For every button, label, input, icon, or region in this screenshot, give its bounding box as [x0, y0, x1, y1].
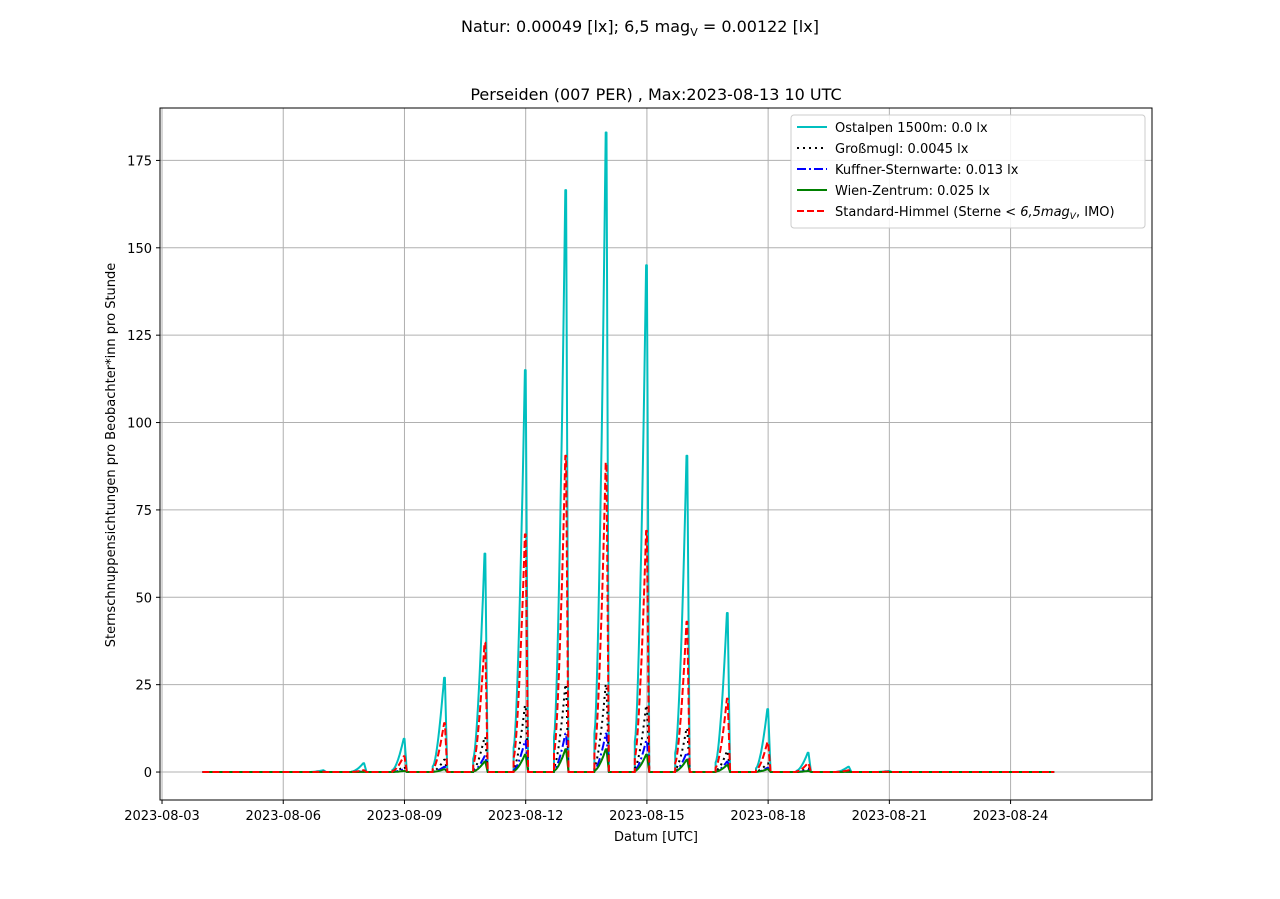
y-tick-label: 25: [135, 679, 152, 694]
y-tick-label: 100: [127, 417, 152, 432]
legend-label-1: Großmugl: 0.0045 lx: [835, 142, 969, 157]
x-tick-label: 2023-08-09: [367, 809, 443, 824]
y-axis: 0 25 50 75 100 125 150 175: [127, 154, 160, 781]
legend-label-0: Ostalpen 1500m: 0.0 lx: [835, 121, 988, 136]
x-tick-label: 2023-08-24: [973, 809, 1049, 824]
x-axis: 2023-08-03 2023-08-06 2023-08-09 2023-08-12…: [124, 800, 1048, 824]
x-axis-label: Datum [UTC]: [614, 830, 698, 845]
plot-frame: [159, 107, 1153, 801]
y-tick-label: 75: [135, 504, 152, 519]
y-tick-label: 175: [127, 154, 152, 169]
y-tick-label: 0: [144, 766, 152, 781]
x-tick-label: 2023-08-06: [245, 809, 321, 824]
figure-suptitle: Natur: 0.00049 [lx]; 6,5 magV = 0.00122 …: [461, 17, 819, 39]
y-tick-label: 125: [127, 329, 152, 344]
series-line-1: [202, 683, 1055, 773]
legend-label-3: Wien-Zentrum: 0.025 lx: [835, 184, 990, 199]
x-tick-label: 2023-08-03: [124, 809, 200, 824]
y-tick-label: 50: [135, 591, 152, 606]
series-lines: [202, 131, 1055, 773]
legend-box: [790, 114, 1146, 229]
x-tick-label: 2023-08-12: [488, 809, 564, 824]
x-tick-label: 2023-08-18: [730, 809, 806, 824]
series-line-4: [202, 454, 1055, 773]
y-tick-label: 150: [127, 242, 152, 257]
x-tick-label: 2023-08-15: [609, 809, 685, 824]
legend-label-4: Standard-Himmel (Sterne < 6,5magV, IMO): [835, 205, 1115, 222]
legend: Ostalpen 1500m: 0.0 lx Großmugl: 0.0045 l…: [790, 114, 1146, 229]
series-line-3: [202, 748, 1055, 773]
x-tick-label: 2023-08-21: [852, 809, 928, 824]
series-line-0: [202, 131, 1055, 773]
chart-title: Perseiden (007 PER) , Max:2023-08-13 10 …: [470, 85, 841, 104]
legend-label-2: Kuffner-Sternwarte: 0.013 lx: [835, 163, 1019, 178]
y-axis-label: Sternschnuppensichtungen pro Beobachter*…: [104, 263, 119, 648]
